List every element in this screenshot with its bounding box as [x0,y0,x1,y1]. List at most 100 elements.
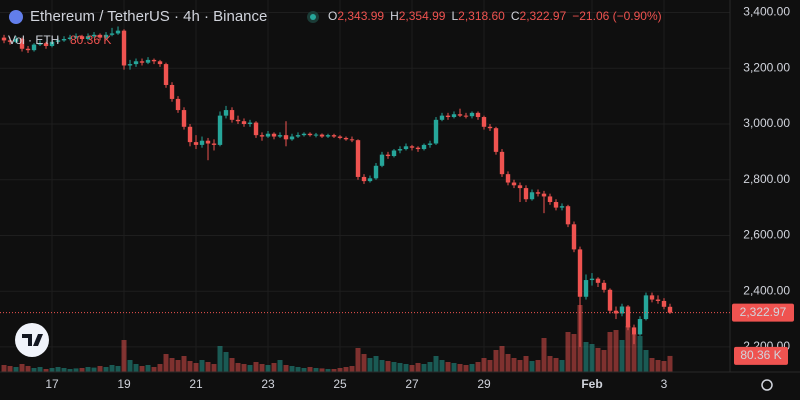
candle-body [169,84,175,99]
volume-bar [559,360,565,372]
volume-bar [649,358,655,372]
volume-bar [325,369,331,372]
candle-body [211,143,217,145]
volume-bar [535,360,541,372]
volume-bar [91,367,97,372]
gear[interactable] [761,379,773,391]
volume-bar [367,358,373,372]
volume-bar [469,364,475,372]
volume-bar [421,364,427,372]
candle-body [181,110,187,127]
volume-bar [31,368,37,372]
candle-body [337,136,343,138]
volume-bar [397,363,403,372]
volume-bar [583,342,589,372]
x-tick-label: 17 [45,377,59,391]
volume-bar [55,367,61,372]
candle-body [7,40,13,42]
volume-bar [595,348,601,372]
candle-body [283,135,289,140]
candle-body [487,126,493,129]
volume-bar [145,365,151,372]
candle-body [481,117,487,127]
candle-body [121,30,127,66]
candle-body [661,300,667,307]
volume-bar [295,367,301,372]
price-tag-label: 2,322.97 [740,305,787,319]
x-tick-label: 29 [477,377,491,391]
candle-body [565,206,571,225]
volume-bar [259,364,265,372]
candle-body [253,122,259,136]
candle-body [547,196,553,203]
candle-body [631,327,637,335]
x-tick-label: 19 [117,377,131,391]
volume-bar [523,356,529,372]
volume-bar [331,369,337,372]
candle-body [391,150,397,157]
candle-body [49,41,55,46]
candle-body [463,115,469,117]
volume-bar [517,360,523,372]
volume-bar [355,348,361,372]
volume-bar [505,354,511,372]
volume-bar [271,363,277,372]
candle-body [163,64,169,85]
candle-body [259,135,265,137]
volume-bar [481,358,487,372]
settings-icon[interactable] [761,379,773,391]
candle-body [199,140,205,145]
volume-bar [445,362,451,372]
candle-body [361,176,367,182]
price-tag [732,303,794,322]
y-tick-label: 3,400.00 [743,5,790,19]
volume-bar [85,367,91,372]
volume-bar [157,364,163,372]
candle-body [379,154,385,166]
volume-bar [217,346,223,372]
volume-bar [13,367,19,372]
candle-body [607,289,613,311]
volume-layer [1,305,673,372]
candle-body [37,43,43,45]
volume-bar [427,362,433,372]
candle-body [97,34,103,38]
y-tick-label: 3,000.00 [743,116,790,130]
tv-logo [15,323,49,357]
volume-bar [661,361,667,372]
volume-bar [205,362,211,372]
x-tick-label: 3 [661,377,668,391]
candle-body [19,39,25,49]
volume-bar [301,368,307,372]
candle-body [643,295,649,320]
volume-bar [643,350,649,372]
candle-body [559,206,565,208]
volume-bar [73,368,79,372]
candle-body [61,39,67,41]
volume-bar [79,368,85,372]
volume-tag-label: 80.36 K [740,348,781,362]
candle-body [517,185,523,189]
candle-body [655,299,661,301]
candle-body [13,39,19,42]
volume-bar [613,330,619,372]
volume-bar [163,354,169,372]
ohlc-item: C [511,9,520,23]
candle-body [223,110,229,116]
candle-body [85,36,91,40]
volume-bar [97,366,103,372]
candle-body [583,280,589,297]
candle-body [241,121,247,124]
candle-body [265,133,271,137]
volume-title: Vol · ETH [8,33,59,47]
volume-bar [211,364,217,372]
volume-bar [241,364,247,372]
volume-bar [139,366,145,372]
candle-body [343,137,349,140]
ohlc-item: 2,354.99 [399,9,446,23]
volume-bar [253,362,259,372]
volume-bar [619,340,625,372]
volume-bar [109,365,115,372]
ohlc-legend: O2,343.99 H2,354.99 L2,318.60 C2,322.97 −21.… [328,9,662,23]
